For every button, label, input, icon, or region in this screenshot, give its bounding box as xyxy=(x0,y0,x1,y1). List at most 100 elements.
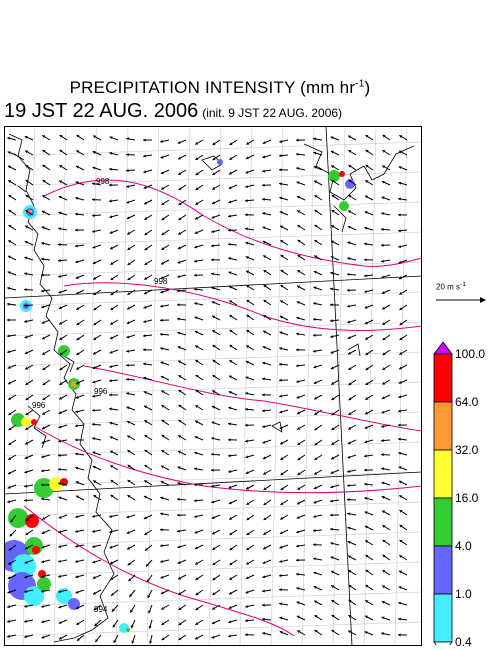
wind-arrow-head xyxy=(7,590,11,594)
wind-arrow-head xyxy=(382,554,386,558)
wind-arrow-head xyxy=(41,210,45,214)
wind-arrow-head xyxy=(25,366,29,370)
wind-arrow-head xyxy=(144,262,148,265)
grid-line xyxy=(4,201,422,217)
wind-arrow-head xyxy=(144,276,148,280)
wind-arrow-head xyxy=(75,544,79,548)
wind-arrow-head xyxy=(297,270,301,273)
wind-arrow-head xyxy=(8,561,12,565)
wind-arrow-head xyxy=(212,375,216,378)
wind-arrow-head xyxy=(296,411,300,415)
wind-arrow-head xyxy=(280,240,284,243)
wind-arrow-head xyxy=(41,560,45,564)
wind-arrow-head xyxy=(161,450,165,453)
wind-arrow-head xyxy=(228,422,231,426)
wind-arrow-head xyxy=(75,590,79,594)
grid-line xyxy=(239,126,253,646)
wind-arrow-head xyxy=(160,347,164,351)
wind-arrow-head xyxy=(7,365,11,369)
wind-arrow-head xyxy=(148,625,152,629)
wind-arrow-head xyxy=(178,217,182,220)
wind-arrow-head xyxy=(92,198,95,202)
wind-arrow-head xyxy=(143,376,147,380)
wind-arrow-head xyxy=(178,389,182,393)
wind-arrow-head xyxy=(381,396,385,400)
wind-arrow-head xyxy=(364,211,368,214)
wind-arrow-head xyxy=(279,602,282,606)
wind-arrow-head xyxy=(109,421,113,425)
wind-arrow-head xyxy=(398,197,401,201)
wind-arrow-head xyxy=(7,605,11,609)
wind-arrow-head xyxy=(330,136,334,140)
wind-arrow-head xyxy=(331,585,335,589)
wind-arrow-head xyxy=(381,196,385,200)
wind-arrow-head xyxy=(143,305,147,309)
wind-arrow-head xyxy=(25,397,29,401)
wind-arrow-head xyxy=(25,532,29,536)
wind-arrow-head xyxy=(92,576,96,579)
wind-arrow-head xyxy=(109,393,112,397)
wind-arrow-head xyxy=(364,305,368,309)
wind-arrow-head xyxy=(177,331,181,335)
wind-arrow-head xyxy=(262,603,265,607)
wind-arrow-head xyxy=(330,485,334,489)
wind-arrow-head xyxy=(109,183,112,187)
wind-arrow-head xyxy=(313,529,316,533)
precip-cell xyxy=(21,417,31,427)
wind-arrow-head xyxy=(365,569,369,573)
wind-arrow-head xyxy=(314,600,318,604)
wind-arrow-head xyxy=(41,455,45,459)
grid-line xyxy=(4,411,422,427)
wind-arrow-head xyxy=(7,619,11,623)
wind-arrow-head xyxy=(365,367,369,371)
colorbar-level-label: 1.0 xyxy=(455,587,472,601)
frame-inset-line xyxy=(4,471,422,495)
grid-line xyxy=(4,381,422,397)
wind-arrow-head xyxy=(314,209,318,213)
wind-arrow-head xyxy=(58,482,62,486)
wind-arrow-head xyxy=(296,516,300,519)
wind-arrow-head xyxy=(296,316,300,320)
wind-arrow-head xyxy=(58,243,61,247)
wind-arrow-head xyxy=(297,225,301,228)
wind-arrow-head xyxy=(24,135,28,139)
wind-arrow-head xyxy=(280,472,284,476)
wind-arrow-head xyxy=(147,594,151,598)
wind-arrow-head xyxy=(110,292,114,296)
wind-arrow-head xyxy=(263,299,267,303)
wind-arrow-head xyxy=(296,167,300,171)
wind-arrow-head xyxy=(92,229,96,233)
wind-arrow-head xyxy=(195,374,199,378)
wind-arrow-head xyxy=(245,170,249,174)
wind-arrow-head xyxy=(246,517,250,521)
wind-arrow-head xyxy=(381,453,384,457)
wind-arrow-head xyxy=(347,320,351,324)
wind-arrow-head xyxy=(399,366,403,370)
wind-arrow-head xyxy=(59,382,63,385)
wind-arrow-head xyxy=(212,142,216,146)
wind-arrow-head xyxy=(364,242,367,246)
isobar-line xyxy=(23,505,295,637)
wind-arrow-head xyxy=(24,560,28,564)
wind-arrow-head xyxy=(381,616,385,620)
wind-arrow-head xyxy=(348,412,352,415)
grid-line xyxy=(4,441,422,457)
wind-arrow-head xyxy=(75,165,79,169)
wind-arrow-head xyxy=(382,134,386,138)
wind-arrow-head xyxy=(381,410,385,414)
wind-arrow-head xyxy=(212,531,216,535)
wind-arrow-head xyxy=(177,529,180,533)
wind-arrow-head xyxy=(331,412,335,416)
wind-arrow-head xyxy=(296,301,300,304)
wind-arrow-head xyxy=(143,348,146,352)
wind-arrow-head xyxy=(211,301,215,304)
wind-arrow-head xyxy=(330,335,334,339)
wind-arrow-head xyxy=(109,530,113,534)
wind-arrow-head xyxy=(42,164,46,168)
wind-arrow-head xyxy=(211,421,215,425)
wind-arrow-head xyxy=(161,217,165,221)
wind-arrow-head xyxy=(313,586,317,589)
wind-arrow-head xyxy=(296,395,300,399)
wind-arrow-head xyxy=(177,346,181,349)
wind-arrow-head xyxy=(263,471,267,475)
